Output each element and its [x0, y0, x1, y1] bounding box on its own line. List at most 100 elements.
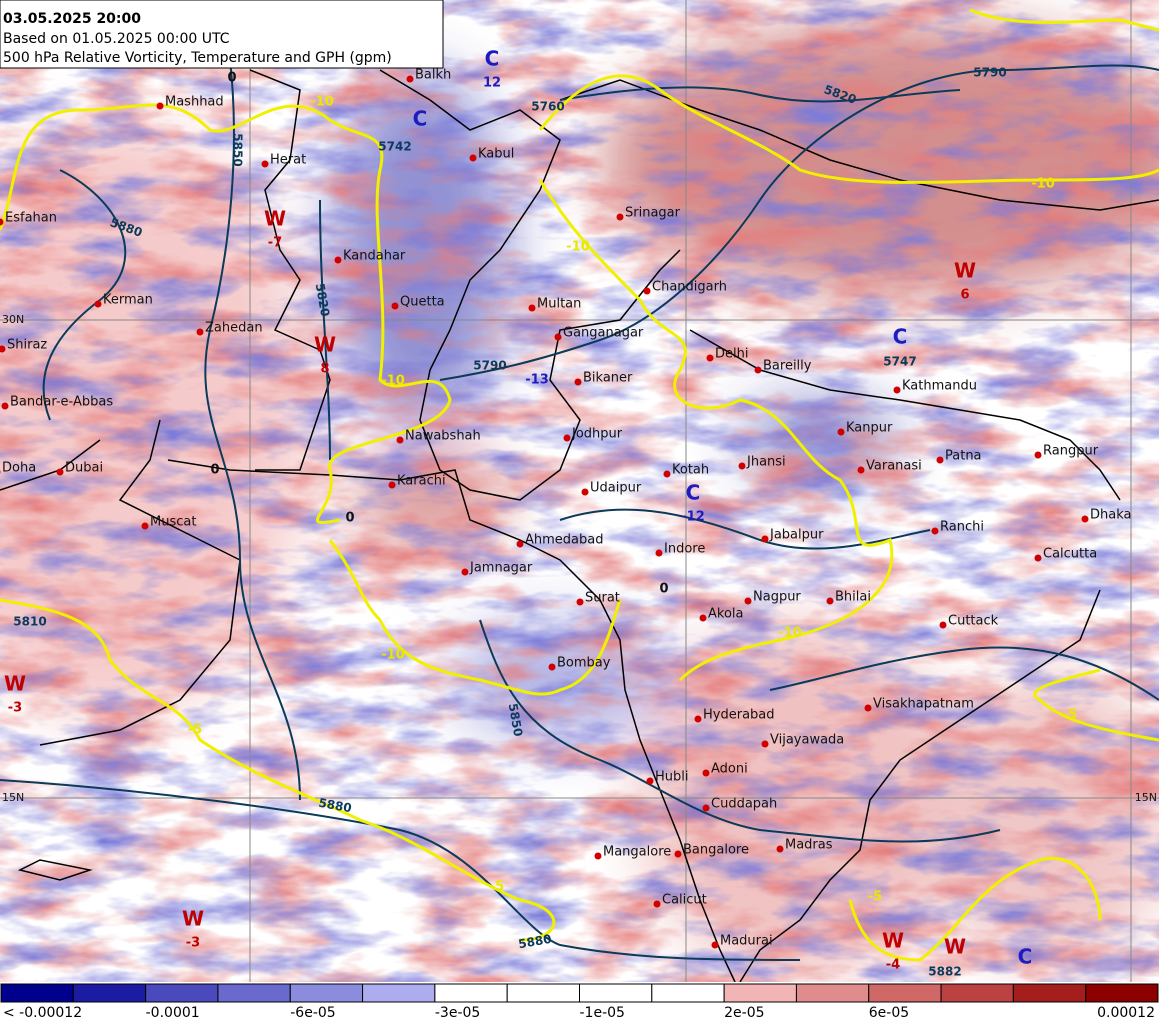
city-dot [581, 488, 589, 496]
temp-label: 0 [210, 463, 219, 478]
city-dot [261, 160, 269, 168]
city-dot [931, 527, 939, 535]
city-dot [893, 386, 901, 394]
city-dot [461, 568, 469, 576]
city-label: Kabul [478, 147, 514, 162]
temp-label: -5 [188, 723, 202, 738]
gph-label: 5820 [313, 282, 333, 317]
temp-label: -10 [381, 374, 405, 389]
colorbar-box [0, 983, 74, 1003]
city-dot [1034, 451, 1042, 459]
city-label: Delhi [715, 347, 748, 362]
gph-label: 5810 [13, 615, 46, 629]
gph-label: 5882 [928, 965, 961, 979]
city-dot [469, 154, 477, 162]
gph-label: 5760 [531, 100, 564, 114]
colorbar-box [217, 983, 291, 1003]
city-label: Jamnagar [469, 561, 533, 576]
borders [0, 69, 1159, 983]
city-dot [761, 740, 769, 748]
city-label: Zahedan [205, 321, 263, 336]
city-dot [1081, 515, 1089, 523]
lat-label: 30N [2, 313, 24, 326]
city-label: Quetta [400, 295, 445, 310]
city-label: Kanpur [846, 421, 893, 436]
city-label: Nagpur [753, 590, 801, 605]
gph-label: 5880 [317, 796, 352, 816]
colorbar-box [868, 983, 942, 1003]
city-label: Bangalore [683, 843, 749, 858]
temp-label: 0 [227, 71, 236, 86]
colorbar-box [362, 983, 436, 1003]
colorbar-label: 0.00012 [1097, 1005, 1155, 1021]
city-label: Indore [664, 542, 705, 557]
center-letter: W [954, 259, 976, 283]
city-label: Mangalore [603, 845, 671, 860]
city-dot [406, 75, 414, 83]
center-value: -12 [681, 510, 705, 525]
center-letter: W [944, 935, 966, 959]
temp-label: -10 [778, 626, 802, 641]
city-label: Kathmandu [902, 379, 977, 394]
city-label: Multan [537, 297, 581, 312]
city-dot [0, 218, 4, 226]
city-label: Shiraz [7, 338, 47, 353]
city-label: Nawabshah [405, 429, 481, 444]
city-label: Patna [945, 449, 982, 464]
city-label: Cuttack [948, 614, 999, 629]
gph-label: 5790 [973, 66, 1006, 80]
city-dot [864, 704, 872, 712]
header-line: Based on 01.05.2025 00:00 UTC [3, 31, 230, 47]
city-dot [0, 345, 6, 353]
city-label: Mashhad [165, 95, 224, 110]
header-line: 03.05.2025 20:00 [3, 11, 141, 27]
city-label: Madras [785, 838, 833, 853]
city-dot [702, 769, 710, 777]
city-dot [334, 256, 342, 264]
colorbar-label: -3e-05 [435, 1005, 480, 1021]
vorticity-field [0, 0, 1159, 982]
temp-label: 0 [345, 511, 354, 526]
city-dot [141, 522, 149, 530]
city-label: Surat [585, 591, 620, 606]
city-dot [939, 621, 947, 629]
city-dot [744, 597, 752, 605]
city-label: Kerman [103, 293, 153, 308]
center-letter: W [314, 333, 336, 357]
center-value: -4 [886, 958, 900, 973]
city-label: Madurai [720, 934, 773, 949]
header: 03.05.2025 20:00 Based on 01.05.2025 00:… [0, 0, 444, 69]
city-dot [94, 300, 102, 308]
center-letter: W [182, 907, 204, 931]
city-dot [0, 470, 1, 474]
city-dot [694, 715, 702, 723]
city-dot [646, 777, 654, 785]
city-label: Rangpur [1043, 444, 1099, 459]
city-label: Bandar-e-Abbas [10, 395, 113, 410]
city-label: Ganganagar [563, 326, 644, 341]
labels: Mashhad Herat Balkh Kabul Kandahar Quetta Zahe… [0, 47, 1157, 979]
colorbar-label: -0.0001 [146, 1005, 200, 1021]
city-label: Calcutta [1043, 547, 1097, 562]
city-dot [56, 468, 64, 476]
city-dot [563, 434, 571, 442]
city-label: Visakhapatnam [873, 697, 974, 712]
temp-label: -10 [566, 240, 590, 255]
center-value: 12 [483, 76, 501, 91]
city-dot [761, 535, 769, 543]
city-dot [391, 302, 399, 310]
center-letter: W [882, 929, 904, 953]
city-dot [754, 366, 762, 374]
city-label: Varanasi [866, 459, 922, 474]
temp-label: -5 [490, 880, 504, 895]
city-dot [653, 900, 661, 908]
temp-label: -5 [1063, 708, 1077, 723]
city-dot [554, 333, 562, 341]
city-dot [702, 804, 710, 812]
center-value: 8 [320, 362, 329, 377]
city-dot [528, 304, 536, 312]
city-label: Ahmedabad [525, 533, 603, 548]
city-label: Bareilly [763, 359, 812, 374]
city-label: Udaipur [590, 481, 642, 496]
